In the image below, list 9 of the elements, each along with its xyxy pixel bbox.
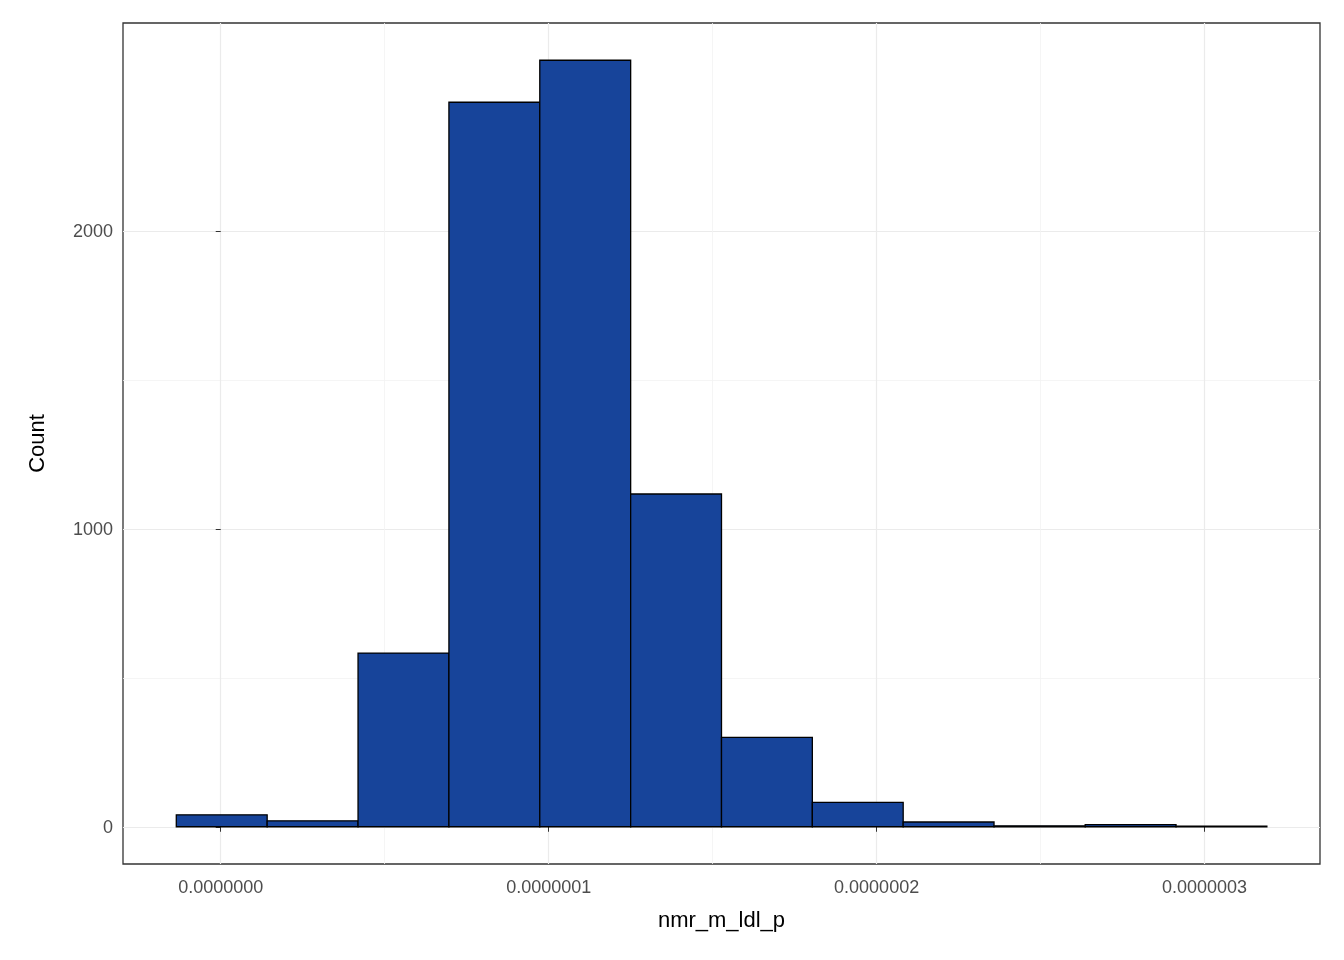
x-tick-label: 0.0000000 <box>178 877 264 897</box>
y-tick-label: 2000 <box>72 220 113 241</box>
y-axis-title: Count <box>23 414 49 473</box>
x-axis-title: nmr_m_ldl_p <box>657 906 786 932</box>
x-tick-label: 0.0000001 <box>506 877 592 897</box>
y-tick-label: 1000 <box>72 518 113 539</box>
y-tick-label: 0 <box>102 816 113 837</box>
x-tick-label: 0.0000003 <box>1162 877 1248 897</box>
x-tick-label: 0.0000002 <box>834 877 920 897</box>
